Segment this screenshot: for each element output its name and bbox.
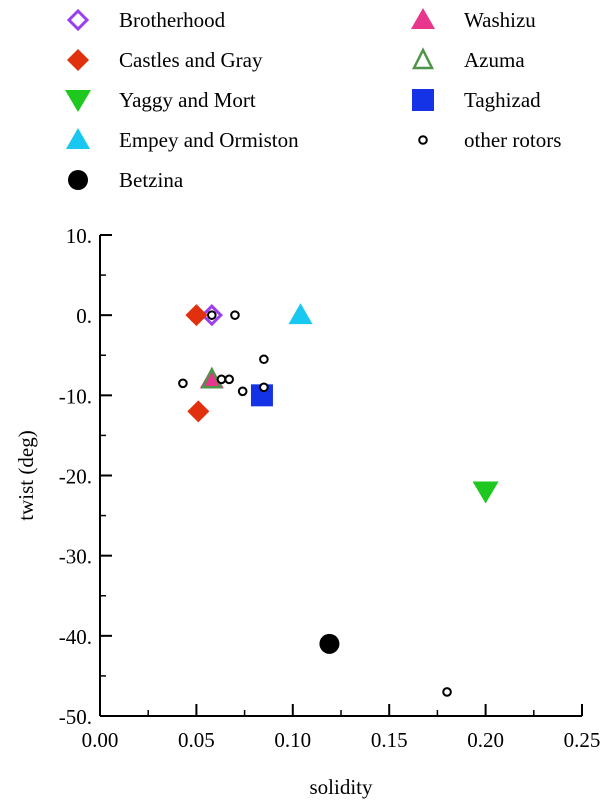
- legend-marker-brotherhood: [66, 8, 90, 32]
- data-marks: [178, 303, 499, 697]
- y-tick-label: -20.: [59, 465, 92, 489]
- legend-label-brotherhood: Brotherhood: [119, 8, 226, 32]
- x-tick-label: 0.10: [274, 728, 311, 752]
- legend-marker-azuma: [411, 47, 435, 70]
- data-point-betzina: [319, 633, 340, 654]
- legend-label-castles-and-gray: Castles and Gray: [119, 48, 263, 72]
- x-tick-label: 0.00: [82, 728, 119, 752]
- y-tick-label: -50.: [59, 705, 92, 729]
- y-axis-title: twist (deg): [14, 430, 38, 520]
- data-point-other-rotors: [259, 382, 269, 393]
- legend-label-washizu: Washizu: [464, 8, 536, 32]
- legend-marker-taghizad: [412, 89, 434, 111]
- y-tick-label: -30.: [59, 545, 92, 569]
- data-point-azuma: [200, 366, 223, 389]
- data-point-other-rotors: [216, 374, 227, 385]
- y-tick-label: -40.: [59, 625, 92, 649]
- legend-marker-betzina: [68, 170, 88, 190]
- data-point-other-rotors: [207, 310, 217, 320]
- legend-label-taghizad: Taghizad: [464, 88, 541, 112]
- data-point-other-rotors: [224, 374, 234, 385]
- data-point-castles-and-gray: [185, 304, 208, 327]
- axes: 0.00 0.05 0.10 0.15 0.20 0.25 10. 0. -10. -20. -30…: [59, 224, 601, 752]
- legend: Brotherhood Castles and Gray Yaggy and Mor…: [65, 8, 561, 192]
- y-tick-label: -10.: [59, 384, 92, 408]
- data-point-other-rotors: [442, 687, 452, 697]
- data-point-other-rotors: [230, 310, 240, 320]
- x-tick-label: 0.05: [178, 728, 215, 752]
- legend-marker-washizu: [411, 8, 435, 29]
- legend-label-other-rotors: other rotors: [464, 128, 561, 152]
- x-tick-label: 0.15: [371, 728, 408, 752]
- data-point-other-rotors: [178, 378, 188, 389]
- legend-marker-yaggy-and-mort: [65, 90, 91, 112]
- legend-label-empey-and-ormiston: Empey and Ormiston: [119, 128, 299, 152]
- legend-label-azuma: Azuma: [464, 48, 525, 72]
- data-point-other-rotors: [237, 386, 248, 397]
- y-tick-label: 10.: [66, 224, 92, 248]
- x-axis-title: solidity: [309, 775, 373, 799]
- data-point-other-rotors: [259, 354, 269, 365]
- legend-marker-other-rotors: [418, 135, 428, 145]
- data-point-yaggy-and-mort: [472, 481, 499, 504]
- x-tick-label: 0.20: [467, 728, 504, 752]
- data-point-brotherhood: [200, 304, 223, 327]
- x-tick-label: 0.25: [564, 728, 601, 752]
- legend-marker-castles-and-gray: [67, 49, 89, 71]
- legend-label-yaggy-and-mort: Yaggy and Mort: [119, 88, 256, 112]
- legend-marker-empey-and-ormiston: [66, 128, 90, 149]
- y-tick-label: 0.: [76, 304, 92, 328]
- data-point-empey-and-ormiston: [288, 303, 313, 325]
- data-point-castles-and-gray: [187, 400, 210, 423]
- legend-label-betzina: Betzina: [119, 168, 184, 192]
